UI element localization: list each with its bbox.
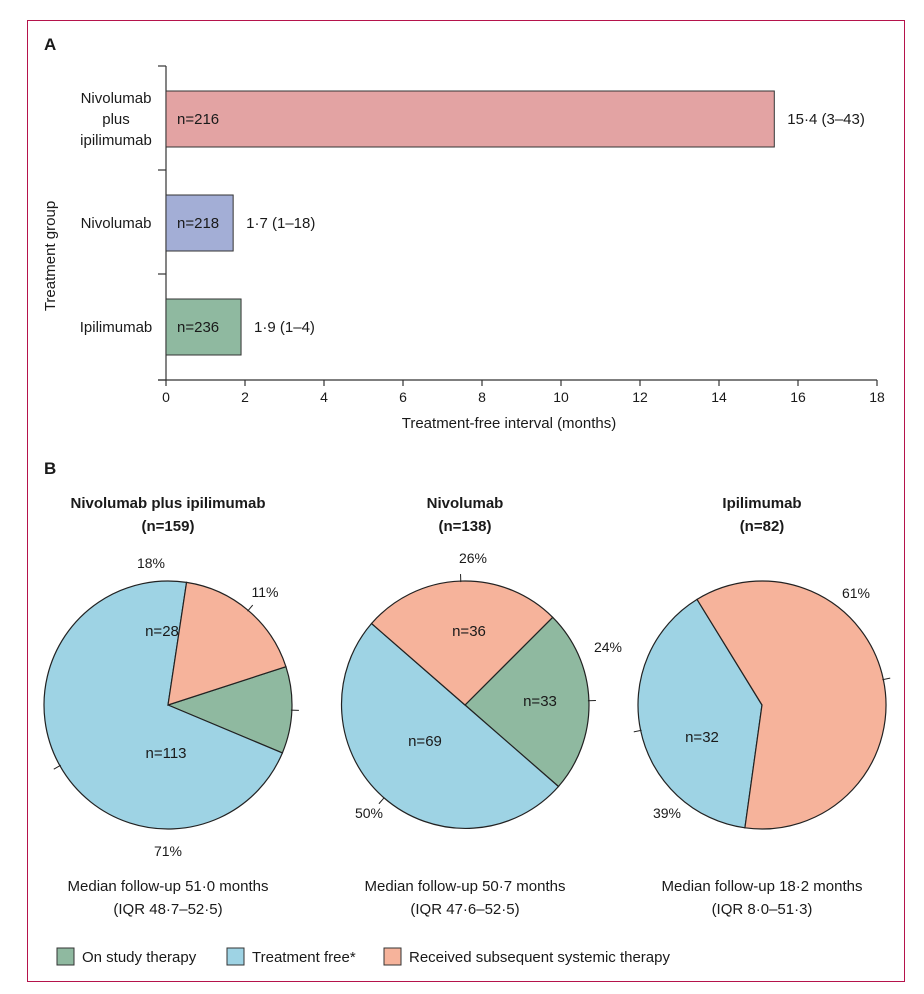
- legend: On study therapy Treatment free* Received …: [56, 947, 670, 966]
- bar-category-label-0-0: Nivolumab: [81, 90, 152, 107]
- figure-frame: [27, 20, 905, 982]
- panel-label-b: B: [44, 459, 56, 478]
- legend-swatch-subsequent: [383, 947, 402, 966]
- pie-1-n-treatment_free: n=69: [408, 733, 442, 750]
- pie-0-footnote-0: Median follow-up 51·0 months: [68, 878, 269, 895]
- pie-2-n-treatment_free: n=32: [685, 729, 719, 746]
- pie-1-footnote-1: (IQR 47·6–52·5): [410, 901, 519, 918]
- pie-2-title: Ipilimumab: [722, 495, 801, 512]
- y-axis-label: Treatment group: [42, 201, 59, 311]
- pie-0-leader-subsequent: [247, 604, 254, 612]
- bar-category-label-0-1: plus: [102, 111, 130, 128]
- bar-n-label-1: n=218: [177, 215, 219, 232]
- pie-0-pct-subsequent: 18%: [137, 555, 165, 571]
- bar-value-label-2: 1·9 (1–4): [254, 319, 315, 336]
- bar-value-label-1: 1·7 (1–18): [246, 215, 315, 232]
- pie-2-pct-subsequent: 61%: [842, 585, 870, 601]
- legend-label-treatment_free: Treatment free*: [252, 949, 356, 966]
- pie-1-footnote-0: Median follow-up 50·7 months: [365, 878, 566, 895]
- pie-0-n-treatment_free: n=113: [145, 745, 186, 762]
- x-tick-label-10: 10: [553, 389, 569, 405]
- pie-2-leader-subsequent: [882, 677, 891, 681]
- bar-1: [165, 194, 234, 252]
- bar-category-label-2-0: Ipilimumab: [80, 319, 153, 336]
- x-tick-label-14: 14: [711, 389, 727, 405]
- x-tick-label-0: 0: [162, 389, 170, 405]
- bar-category-label-1-0: Nivolumab: [81, 215, 152, 232]
- pie-0-leader-treatment_free: [53, 764, 62, 770]
- pie-1-n-on_study: n=33: [523, 693, 557, 710]
- x-tick-label-6: 6: [399, 389, 407, 405]
- bar-category-label-0-2: ipilimumab: [80, 132, 152, 149]
- pie-2-total: (n=82): [740, 518, 785, 535]
- pie-0-title: Nivolumab plus ipilimumab: [70, 495, 265, 512]
- x-tick-label-12: 12: [632, 389, 648, 405]
- x-axis-label: Treatment-free interval (months): [402, 415, 617, 432]
- x-tick-label-8: 8: [478, 389, 486, 405]
- legend-swatch-on_study: [56, 947, 75, 966]
- pie-0-n-subsequent: n=28: [145, 623, 179, 640]
- pie-2-leader-treatment_free: [633, 729, 642, 733]
- pie-1-pct-treatment_free: 50%: [355, 805, 383, 821]
- pie-0-total: (n=159): [142, 518, 195, 535]
- legend-label-on_study: On study therapy: [82, 949, 197, 966]
- bar-value-label-0: 15·4 (3–43): [787, 111, 865, 128]
- pie-2-footnote-0: Median follow-up 18·2 months: [662, 878, 863, 895]
- pie-2-footnote-1: (IQR 8·0–51·3): [712, 901, 813, 918]
- pie-0-pct-on_study: 11%: [252, 584, 279, 600]
- x-tick-label-2: 2: [241, 389, 249, 405]
- panel-label-a: A: [44, 35, 56, 54]
- pie-1-leader-treatment_free: [378, 797, 385, 805]
- bar-2: [165, 298, 242, 356]
- x-tick-label-18: 18: [869, 389, 885, 405]
- bar-0: [165, 90, 775, 148]
- x-tick-label-4: 4: [320, 389, 328, 405]
- bar-n-label-2: n=236: [177, 319, 219, 336]
- bar-n-label-0: n=216: [177, 111, 219, 128]
- pie-0-pct-treatment_free: 71%: [154, 843, 182, 859]
- pie-2-pct-treatment_free: 39%: [653, 805, 681, 821]
- pie-1-total: (n=138): [439, 518, 492, 535]
- pie-1-pct-on_study: 24%: [594, 639, 622, 655]
- legend-swatch-treatment_free: [226, 947, 245, 966]
- legend-label-subsequent: Received subsequent systemic therapy: [409, 949, 670, 966]
- pie-1-title: Nivolumab: [427, 495, 504, 512]
- pie-1-n-subsequent: n=36: [452, 623, 486, 640]
- pie-1-pct-subsequent: 26%: [459, 550, 487, 566]
- pie-0-footnote-1: (IQR 48·7–52·5): [113, 901, 222, 918]
- bar-chart: 0 2 4 6 8 10 12 14 16 18 Treatment-free interval (…: [42, 65, 885, 432]
- x-tick-label-16: 16: [790, 389, 806, 405]
